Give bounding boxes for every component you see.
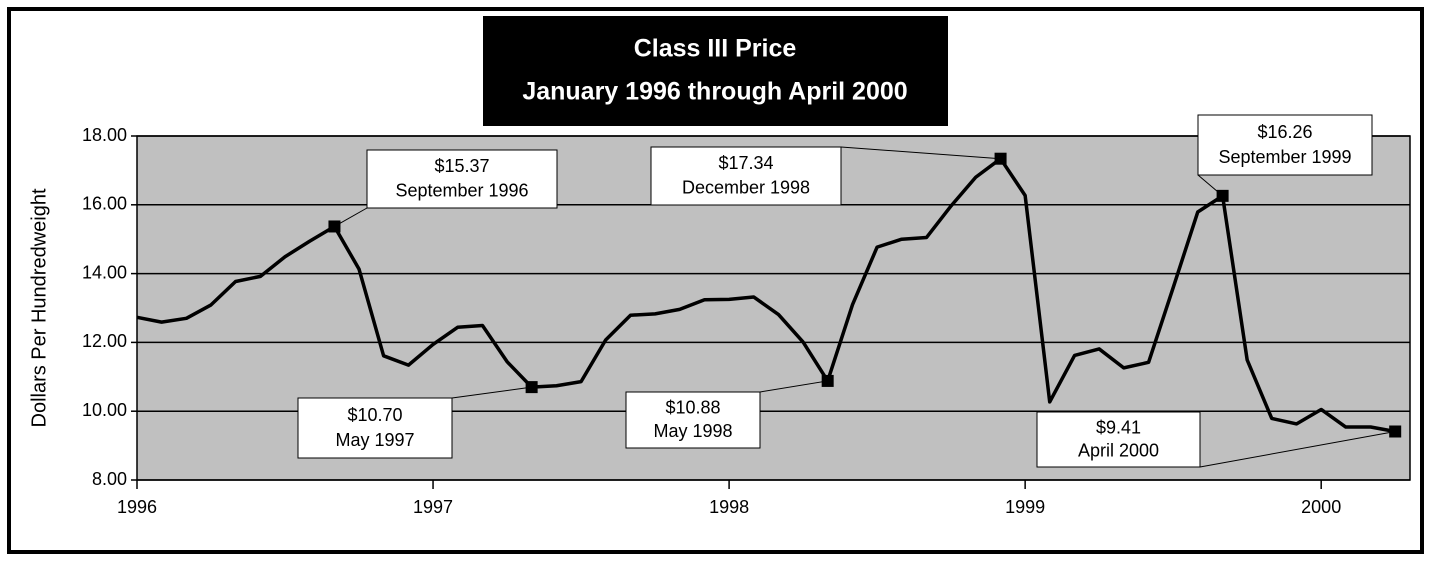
marker	[1216, 189, 1229, 202]
annotation-value: $16.26	[1257, 122, 1312, 142]
annotation-date: September 1999	[1218, 147, 1351, 167]
chart-subtitle: January 1996 through April 2000	[522, 78, 907, 106]
annotation-date: September 1996	[395, 181, 528, 201]
y-tick-label: 14.00	[82, 262, 127, 282]
annotation-date: April 2000	[1078, 440, 1159, 460]
marker	[821, 374, 834, 387]
leader-line	[1199, 431, 1396, 468]
chart-title: Class III Price	[634, 35, 797, 63]
annotation-box	[297, 397, 453, 459]
annotation-date: December 1998	[682, 178, 810, 198]
annotation-box	[625, 391, 761, 449]
annotation-value: $9.41	[1096, 417, 1141, 437]
title-box	[483, 16, 948, 126]
marker	[1389, 425, 1402, 438]
y-tick-label: 8.00	[92, 469, 127, 489]
annotation-date: May 1998	[653, 421, 732, 441]
leader-line	[840, 146, 1001, 160]
leader-line	[759, 380, 828, 393]
marker	[328, 220, 341, 233]
x-tick-label: 1996	[117, 497, 157, 517]
annotation-value: $15.37	[434, 156, 489, 176]
annotation-value: $10.70	[347, 405, 402, 425]
annotation-value: $10.88	[665, 398, 720, 418]
marker	[525, 381, 538, 394]
x-tick-label: 1998	[709, 497, 749, 517]
x-tick-label: 2000	[1301, 497, 1341, 517]
annotation-box	[1036, 411, 1201, 468]
annotation-date: May 1997	[335, 430, 414, 450]
x-tick-label: 1997	[413, 497, 453, 517]
y-tick-label: 12.00	[82, 331, 127, 351]
y-tick-label: 10.00	[82, 400, 127, 420]
marker	[994, 152, 1007, 165]
y-axis-title: Dollars Per Hundredweight	[28, 188, 50, 427]
annotation-box	[1197, 114, 1373, 176]
plot-border	[136, 135, 1411, 481]
price-line	[136, 156, 1396, 434]
annotation-box	[366, 149, 558, 209]
y-tick-label: 18.00	[82, 125, 127, 145]
leader-line	[451, 386, 532, 399]
annotation-box	[650, 146, 842, 206]
annotation-value: $17.34	[718, 153, 773, 173]
x-tick-label: 1999	[1005, 497, 1045, 517]
y-tick-label: 16.00	[82, 194, 127, 214]
